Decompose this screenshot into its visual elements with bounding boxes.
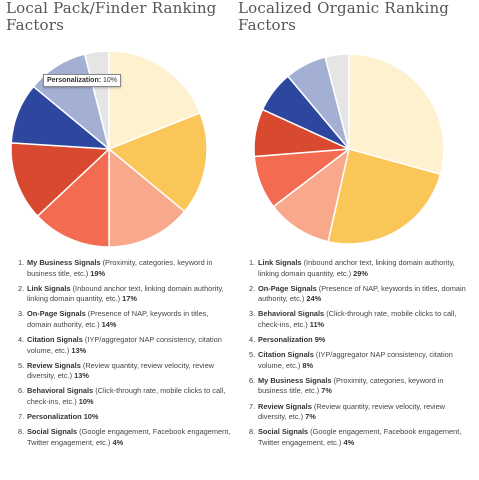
factor-value: 13%	[71, 345, 87, 355]
local-pack-factor-item: Citation Signals (IYP/aggregator NAP con…	[18, 335, 233, 356]
factor-description: (Click-through rate, mobile clicks to ca…	[27, 386, 226, 407]
factor-value: 17%	[122, 294, 137, 304]
factor-name: Link Signals	[27, 283, 71, 293]
factor-description: (Review quantity, review velocity, revie…	[27, 360, 215, 381]
factor-name: Social Signals	[258, 427, 309, 437]
pie-slice-review-signals[interactable]	[10, 142, 111, 218]
factor-description: (IYP/aggregator NAP consistency, citatio…	[258, 350, 453, 370]
localized-organic-chart-panel: Localized Organic Ranking Factors Link Si…	[238, 0, 479, 447]
factor-name: On-Page Signals	[258, 283, 317, 293]
factor-value: 10%	[78, 397, 94, 407]
localized-organic-factor-item: Social Signals (Google engagement, Faceb…	[249, 427, 470, 448]
local-pack-title-line2: Factors	[6, 16, 65, 34]
factor-value: 24%	[306, 294, 322, 304]
factor-value: 19%	[90, 268, 106, 278]
localized-organic-factor-item: Citation Signals (IYP/aggregator NAP con…	[249, 350, 470, 371]
factor-value: 10%	[83, 412, 99, 422]
localized-organic-factor-item: Personalization 9%	[249, 335, 470, 346]
factor-description: (Presence of NAP, keywords in titles, do…	[27, 309, 209, 329]
factor-description: (Inbound anchor text, linking domain aut…	[258, 258, 455, 278]
local-pack-factor-item: Social Signals (Google engagement, Faceb…	[18, 427, 233, 448]
localized-organic-factor-item: Link Signals (Inbound anchor text, linki…	[249, 258, 470, 279]
local-pack-factor-item: Review Signals (Review quantity, review …	[18, 360, 233, 382]
pie-slice-my-business-signals[interactable]	[108, 50, 202, 151]
factor-name: Review Signals	[258, 401, 312, 411]
localized-organic-title: Localized Organic Ranking Factors	[238, 0, 479, 34]
personalization-tooltip: Personalization: 10%	[43, 74, 122, 87]
pie-slice-citation-signals[interactable]	[36, 147, 110, 248]
factor-name: Review Signals	[27, 360, 81, 370]
localized-organic-title-line1: Localized Organic Ranking	[238, 0, 450, 17]
factor-name: On-Page Signals	[27, 309, 86, 319]
factor-description: (IYP/aggregator NAP consistency, citatio…	[27, 335, 222, 355]
factor-description: (Google engagement, Facebook engagement,…	[27, 427, 231, 447]
factor-name: Citation Signals	[258, 350, 314, 360]
factor-value: 13%	[74, 371, 89, 381]
pie-slice-on-page-signals[interactable]	[108, 147, 186, 248]
factor-name: Personalization	[27, 412, 82, 422]
factor-value: 14%	[101, 319, 117, 329]
pie-slice-on-page-signals[interactable]	[327, 148, 442, 245]
factor-value: 8%	[302, 360, 314, 370]
local-pack-title-line1: Local Pack/Finder Ranking	[6, 0, 217, 17]
local-pack-factor-item: On-Page Signals (Presence of NAP, keywor…	[18, 309, 233, 330]
factor-description: (Review quantity, review velocity, revie…	[258, 401, 446, 422]
pie-slice-behavioral-signals[interactable]	[272, 147, 351, 243]
localized-organic-factors-list: Link Signals (Inbound anchor text, linki…	[231, 258, 470, 453]
factor-name: My Business Signals	[258, 375, 332, 385]
local-pack-factor-item: Link Signals (Inbound anchor text, linki…	[18, 283, 233, 305]
localized-organic-factor-item: Behavioral Signals (Click-through rate, …	[249, 309, 470, 330]
factor-description: (Inbound anchor text, linking domain aut…	[27, 283, 224, 304]
local-pack-factor-item: Behavioral Signals (Click-through rate, …	[18, 386, 233, 407]
tooltip-label: Personalization:	[47, 77, 102, 84]
factor-value: 7%	[321, 386, 332, 396]
localized-organic-title-line2: Factors	[238, 16, 297, 34]
pie-slice-link-signals[interactable]	[348, 53, 445, 176]
factor-description: (Presence of NAP, keywords in titles, do…	[258, 283, 466, 304]
local-pack-factors-list: My Business Signals (Proximity, categori…	[0, 258, 233, 453]
factor-name: Citation Signals	[27, 335, 83, 345]
local-pack-factor-item: Personalization 10%	[18, 412, 233, 423]
factor-description: (Google engagement, Facebook engagement,…	[258, 427, 462, 447]
factor-value: 29%	[353, 268, 368, 278]
localized-organic-factor-item: Review Signals (Review quantity, review …	[249, 401, 470, 423]
factor-name: My Business Signals	[27, 258, 101, 267]
factor-name: Personalization	[258, 335, 313, 345]
factor-value: 9%	[314, 335, 326, 345]
localized-organic-factor-item: My Business Signals (Proximity, categori…	[249, 375, 470, 397]
factor-name: Social Signals	[27, 427, 78, 437]
localized-organic-factor-item: On-Page Signals (Presence of NAP, keywor…	[249, 283, 470, 305]
factor-name: Link Signals	[258, 258, 302, 267]
local-pack-factor-item: My Business Signals (Proximity, categori…	[18, 258, 233, 279]
factor-name: Behavioral Signals	[258, 309, 325, 319]
factor-value: 7%	[305, 412, 316, 422]
tooltip-value: 10%	[103, 77, 118, 84]
factor-name: Behavioral Signals	[27, 386, 94, 396]
pie-slice-link-signals[interactable]	[107, 111, 208, 213]
factor-value: 4%	[112, 437, 124, 447]
factor-value: 4%	[343, 437, 355, 447]
factor-value: 11%	[309, 319, 325, 329]
factor-description: (Click-through rate, mobile clicks to ca…	[258, 309, 457, 329]
local-pack-title: Local Pack/Finder Ranking Factors	[0, 0, 236, 34]
localized-organic-pie-chart	[253, 53, 445, 245]
factor-description: (Proximity, categories, keyword in busin…	[27, 258, 213, 278]
local-pack-chart-panel: Local Pack/Finder Ranking Factors Persona…	[0, 0, 236, 447]
pie-slice-social-signals[interactable]	[324, 53, 350, 150]
factor-description: (Proximity, categories, keyword in busin…	[258, 375, 444, 396]
